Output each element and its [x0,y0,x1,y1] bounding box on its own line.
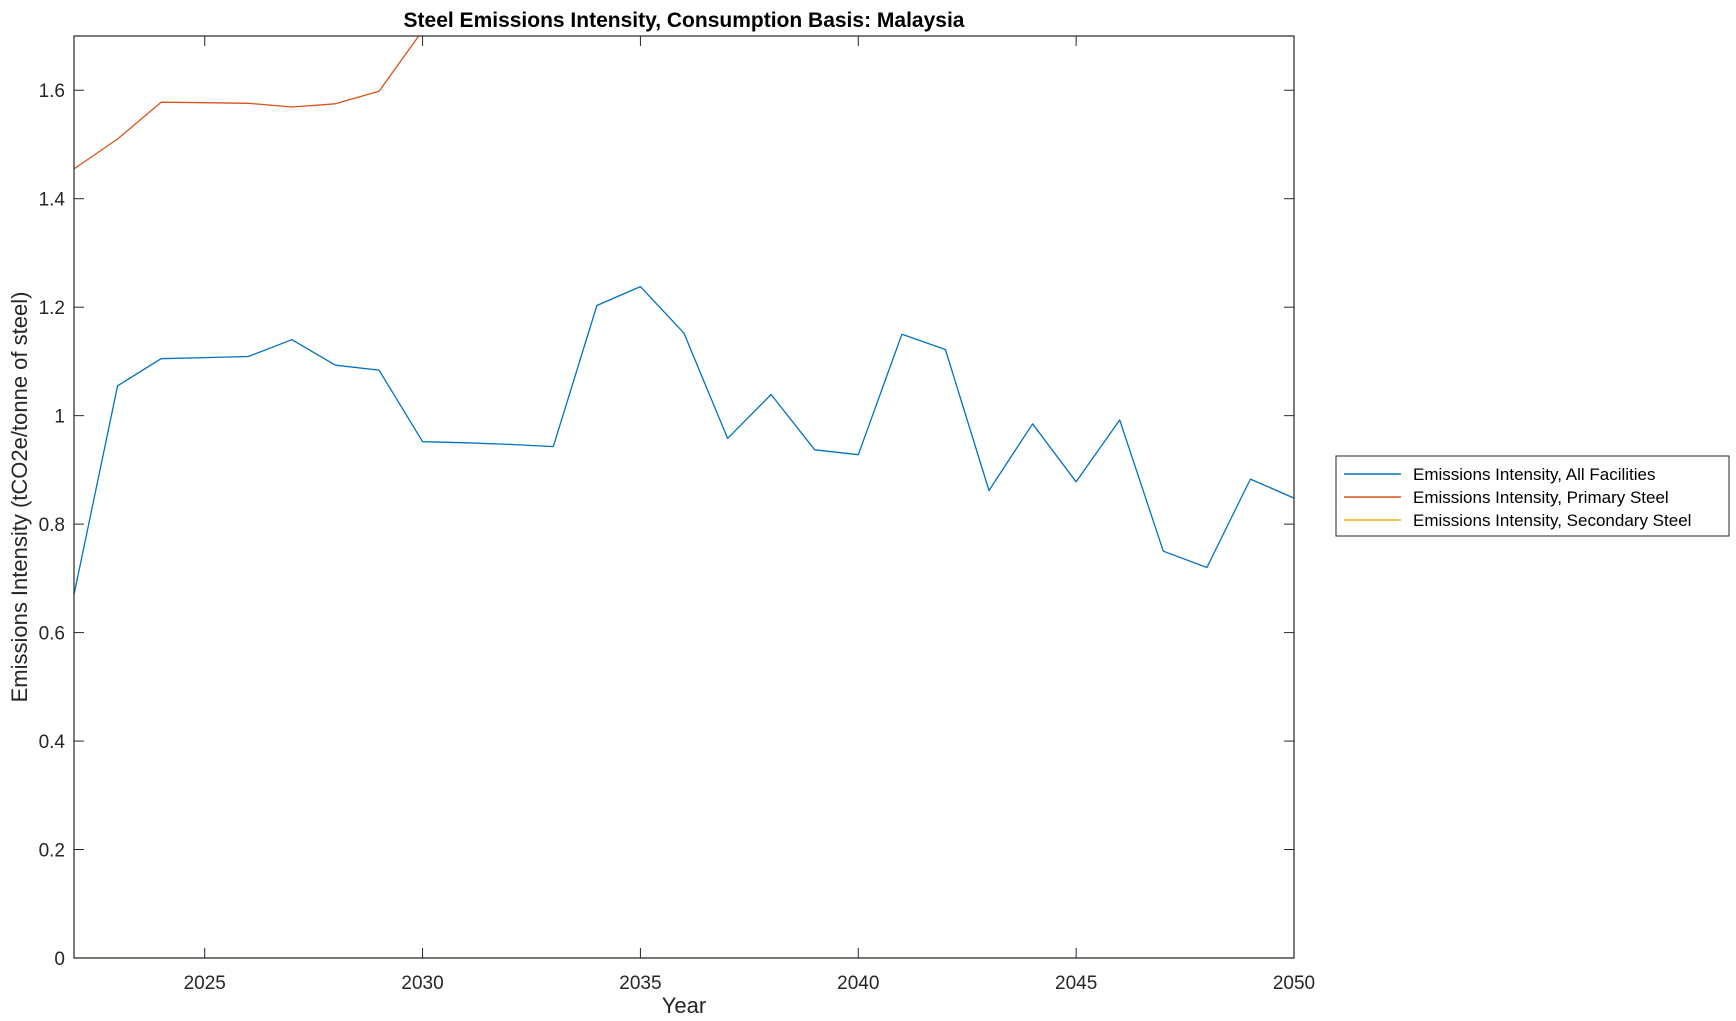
x-tick-label: 2040 [837,973,879,994]
y-tick-label: 0.6 [39,624,65,645]
plot-area [74,36,1294,958]
chart-title: Steel Emissions Intensity, Consumption B… [404,9,965,32]
legend-box [1335,455,1730,537]
y-tick-label: 1.6 [39,81,65,102]
series-line-2 [74,36,420,170]
series-line-1 [74,285,1294,595]
x-tick-label: 2035 [619,973,661,994]
x-axis-title: Year [662,993,706,1018]
y-tick-label: 1 [54,407,65,428]
legend: Emissions Intensity, All Facilities Emiss… [1335,455,1730,537]
legend-label-3: Emissions Intensity, Secondary Steel [1413,511,1691,530]
legend-label-1: Emissions Intensity, All Facilities [1413,465,1655,484]
plot-frame [73,35,1295,959]
x-tick-label: 2030 [401,973,443,994]
series-layer [74,36,1294,958]
x-tick-label: 2050 [1273,973,1315,994]
legend-label-2: Emissions Intensity, Primary Steel [1413,488,1669,507]
x-tick-label: 2045 [1055,973,1097,994]
y-tick-label: 1.2 [39,298,65,319]
y-tick-label: 0 [54,949,65,970]
y-tick-label: 0.2 [39,841,65,862]
y-tick-label: 0.8 [39,515,65,536]
x-tick-label: 2025 [184,973,226,994]
y-axis-title: Emissions Intensity (tCO2e/tonne of stee… [7,292,32,703]
y-tick-label: 1.4 [39,190,66,211]
y-tick-label: 0.4 [39,732,66,753]
tick-layer: 0 0.2 0.4 0.6 0.8 1 1.2 1.4 1.6 2025 2030 2035 2040 2… [39,36,1315,994]
